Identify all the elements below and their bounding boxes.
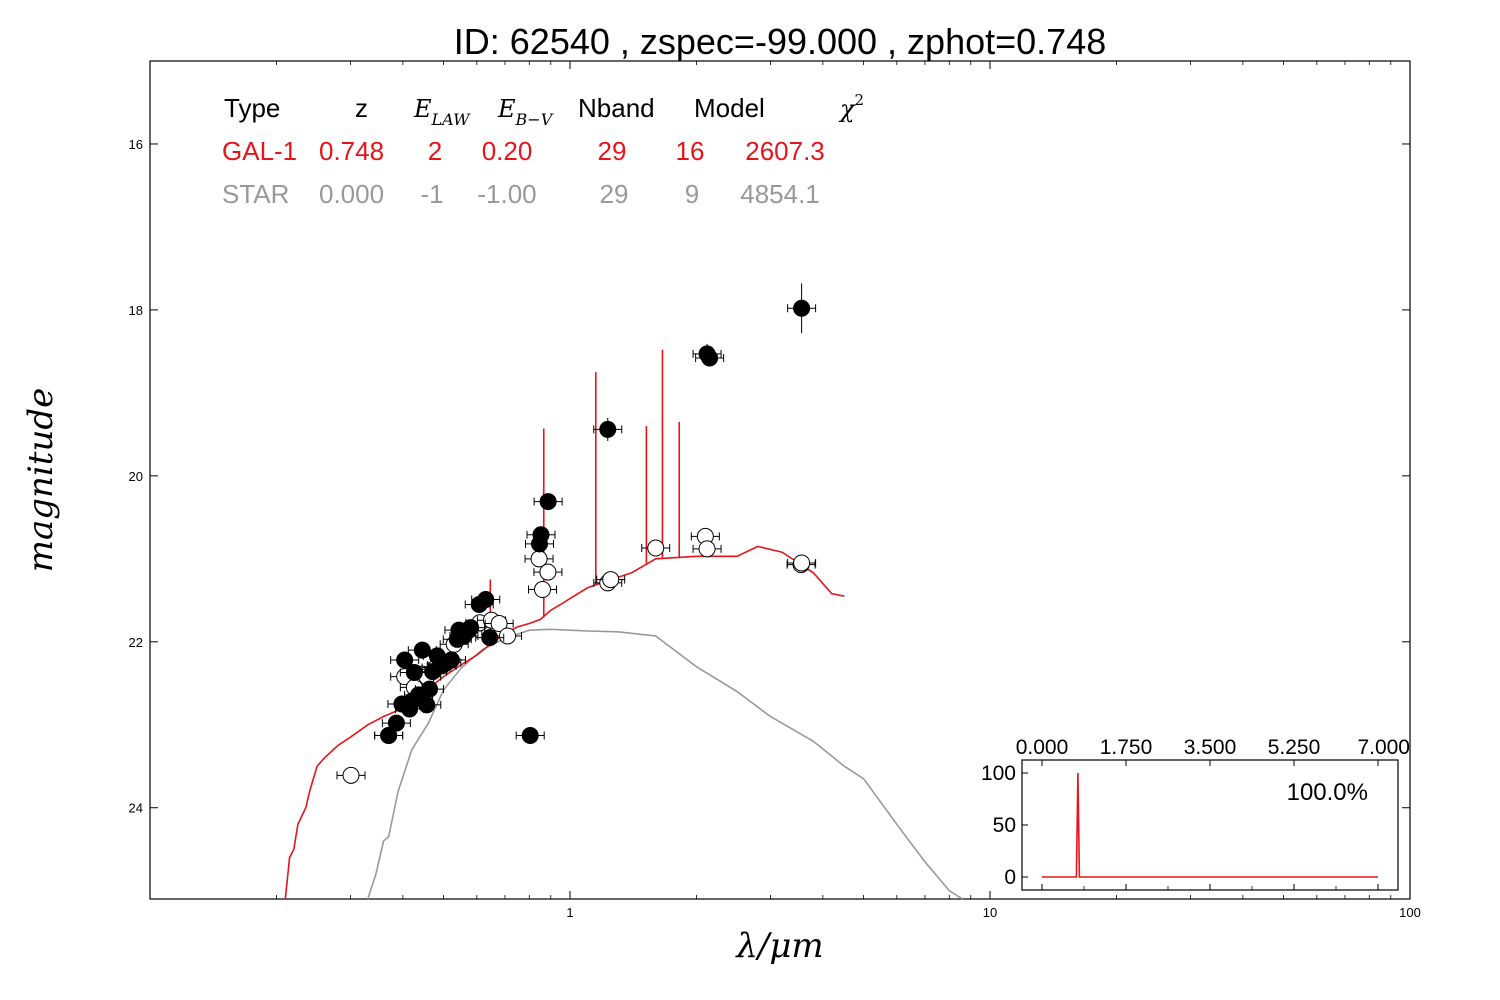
inset-frame <box>1021 759 1399 891</box>
inset-ticks: 0.000 1.750 3.500 5.250 7.000 0 50 100 <box>981 736 1410 890</box>
row-nband: 29 <box>600 179 629 209</box>
inset-pdz-curve <box>1042 772 1378 878</box>
observed-flux-point <box>413 641 431 659</box>
observed-flux-point <box>477 590 495 608</box>
model-flux-point <box>698 540 716 558</box>
y-tick-label: 22 <box>129 635 143 650</box>
row-elaw: 2 <box>428 136 442 166</box>
inset-y-tick-label: 50 <box>993 814 1016 837</box>
row-ebv: 0.20 <box>482 136 533 166</box>
observed-flux-point <box>387 714 405 732</box>
row-elaw: -1 <box>420 179 443 209</box>
inset-x-tick-label: 1.750 <box>1100 736 1153 759</box>
observed-flux-point <box>405 663 423 681</box>
inset-x-tick-label: 5.250 <box>1268 736 1321 759</box>
observed-flux-point <box>462 619 480 637</box>
table-row-star: STAR 0.000 -1 -1.00 29 9 4854.1 <box>222 179 820 209</box>
model-flux-point <box>793 554 811 572</box>
table-header-ebv: EB−V <box>497 95 554 129</box>
model-flux-point <box>539 563 557 581</box>
table-header-z: z <box>355 93 368 123</box>
x-tick-label: 100 <box>1399 905 1421 920</box>
galaxy-model-curve <box>284 545 845 900</box>
y-axis-label: magnitude <box>21 388 61 573</box>
observed-flux-point <box>380 727 398 745</box>
model-flux-point <box>342 766 360 784</box>
observed-flux-point <box>481 629 499 647</box>
model-flux-point <box>647 539 665 557</box>
row-z: 0.000 <box>319 179 384 209</box>
row-chi2: 2607.3 <box>745 136 825 166</box>
observed-flux-point <box>418 696 436 714</box>
model-curves <box>284 349 963 900</box>
inset-percentage: 100.0% <box>1287 779 1368 806</box>
model-flux-point <box>533 581 551 599</box>
star-model-curve <box>367 628 963 900</box>
y-tick-label: 20 <box>129 469 143 484</box>
x-tick-label: 10 <box>983 905 997 920</box>
inset-y-tick-label: 100 <box>981 762 1016 785</box>
y-axis-ticks: 16 18 20 22 24 <box>129 137 1410 816</box>
pdz-inset: 0.000 1.750 3.500 5.250 7.000 0 50 100 100.0% <box>981 736 1410 891</box>
chart-title: ID: 62540 , zspec=-99.000 , zphot=0.748 <box>454 21 1106 62</box>
photometry-points <box>336 283 817 784</box>
y-tick-label: 16 <box>129 137 143 152</box>
table-header-chi2: χ2 <box>838 91 864 123</box>
observed-flux-point <box>539 493 557 511</box>
model-flux-point <box>602 571 620 589</box>
table-header-nband: Nband <box>578 93 655 123</box>
inset-x-tick-label: 3.500 <box>1184 736 1237 759</box>
pdz-line <box>1042 772 1378 878</box>
observed-flux-point <box>521 727 539 745</box>
observed-flux-point <box>442 651 460 669</box>
row-name: GAL-1 <box>222 136 297 166</box>
row-name: STAR <box>222 179 289 209</box>
x-tick-label: 1 <box>566 905 573 920</box>
row-model: 16 <box>676 136 705 166</box>
table-header-model: Model <box>694 93 765 123</box>
row-chi2: 4854.1 <box>740 179 820 209</box>
row-z: 0.748 <box>319 136 384 166</box>
table-header-type: Type <box>224 93 280 123</box>
inset-y-tick-label: 0 <box>1004 866 1016 889</box>
row-ebv: -1.00 <box>477 179 536 209</box>
model-flux-point <box>499 627 517 645</box>
y-tick-label: 18 <box>129 303 143 318</box>
observed-flux-point <box>532 526 550 544</box>
table-row-galaxy: GAL-1 0.748 2 0.20 29 16 2607.3 <box>222 136 825 166</box>
fit-table: Type z ELAW EB−V Nband Model χ2 GAL-1 0.… <box>222 91 864 209</box>
row-nband: 29 <box>598 136 627 166</box>
observed-flux-point <box>421 680 439 698</box>
table-header-elaw: ELAW <box>413 95 471 129</box>
model-flux-point <box>490 615 508 633</box>
x-axis-label: λ/μm <box>734 926 823 966</box>
row-model: 9 <box>685 179 699 209</box>
x-axis-ticks: 1 10 100 <box>276 61 1421 920</box>
inset-x-tick-label: 7.000 <box>1357 736 1410 759</box>
plot-frame <box>149 60 1411 900</box>
observed-flux-point <box>396 651 414 669</box>
inset-x-tick-label: 0.000 <box>1016 736 1069 759</box>
observed-flux-point <box>701 349 719 367</box>
y-tick-label: 24 <box>129 801 143 816</box>
